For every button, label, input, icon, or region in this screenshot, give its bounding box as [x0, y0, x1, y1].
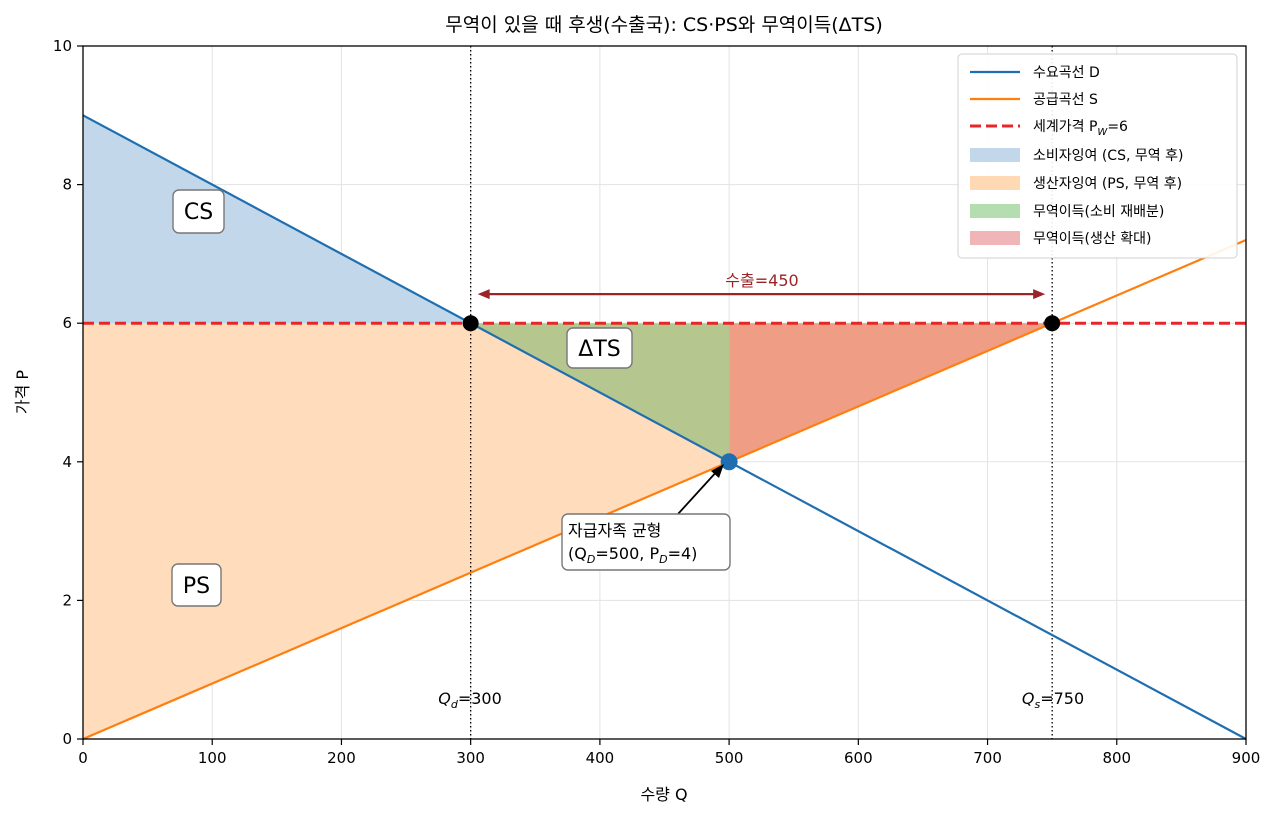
legend-swatch-gain-production: [970, 231, 1020, 245]
legend-item-cs: 소비자잉여 (CS, 무역 후): [970, 148, 1183, 164]
legend-item-ps: 생산자잉여 (PS, 무역 후): [970, 176, 1182, 192]
y-axis-label: 가격 P: [13, 370, 32, 415]
x-tick-label-0: 0: [78, 749, 88, 767]
legend-swatch-gain-consumption: [970, 204, 1020, 218]
equilibrium-points: [462, 315, 1061, 471]
point-autarky: [720, 453, 738, 471]
demand-line: [82, 114, 1247, 740]
export-arrowhead-right: [1033, 289, 1046, 300]
x-tick-label-9: 900: [1232, 749, 1261, 767]
point-qs-world: [1044, 315, 1061, 332]
legend-label-supply: 공급곡선 S: [1033, 92, 1098, 108]
surplus-areas: [83, 115, 1053, 739]
export-arrowhead-left: [477, 289, 490, 300]
dts-label-box: ΔTS: [566, 327, 633, 369]
qs-label: Qs=750: [1022, 689, 1084, 711]
x-tick-label-6: 600: [844, 749, 873, 767]
autarky-arrow-shaft: [677, 468, 720, 515]
legend-label-world-price: 세계가격 PW=6: [1033, 119, 1128, 138]
qd-label: Qd=300: [438, 689, 502, 711]
y-tick-label-5: 10: [53, 37, 72, 55]
y-tick-label-4: 8: [62, 176, 72, 194]
legend-item-gain-production: 무역이득(생산 확대): [970, 231, 1151, 247]
x-axis-label: 수량 Q: [640, 785, 687, 804]
export-arrow: [477, 289, 1046, 300]
legend-item-supply: 공급곡선 S: [970, 92, 1098, 108]
legend-label-demand: 수요곡선 D: [1033, 65, 1100, 81]
legend-item-world-price: 세계가격 PW=6: [970, 119, 1128, 138]
dts-label: ΔTS: [578, 337, 620, 362]
cs-label: CS: [184, 200, 213, 225]
autarky-label-line1: 자급자족 균형: [568, 521, 661, 540]
y-axis-ticks: 0 2 4 6 8 10: [53, 37, 83, 748]
export-label: 수출=450: [725, 271, 798, 290]
x-tick-label-2: 200: [327, 749, 356, 767]
legend-box: [957, 53, 1238, 259]
legend-item-demand: 수요곡선 D: [970, 65, 1100, 81]
x-axis-ticks: 0 100 200 300 400 500 600 700 800 900: [78, 739, 1260, 767]
axes-frame: [82, 45, 1247, 740]
legend-label-ps: 생산자잉여 (PS, 무역 후): [1033, 176, 1182, 192]
chart-title: 무역이 있을 때 후생(수출국): CS·PS와 무역이득(ΔTS): [445, 14, 882, 36]
autarky-arrowhead: [711, 464, 724, 478]
legend-swatch-ps: [970, 176, 1020, 190]
x-tick-label-4: 400: [586, 749, 615, 767]
x-tick-label-8: 800: [1102, 749, 1131, 767]
x-tick-label-5: 500: [715, 749, 744, 767]
y-tick-label-0: 0: [62, 730, 72, 748]
y-tick-label-1: 2: [62, 591, 72, 609]
point-qd-world: [462, 315, 479, 332]
ps-label: PS: [183, 574, 210, 599]
ps-label-box: PS: [171, 563, 222, 607]
autarky-label-box: 자급자족 균형 (QD=500, PD=4): [561, 513, 731, 571]
legend-swatch-cs: [970, 148, 1020, 162]
legend-label-gain-consumption: 무역이득(소비 재배분): [1033, 204, 1164, 220]
cs-label-box: CS: [172, 189, 225, 234]
autarky-label-line2: (QD=500, PD=4): [568, 544, 697, 566]
legend-label-cs: 소비자잉여 (CS, 무역 후): [1033, 148, 1183, 164]
quantity-guides: [470, 46, 1053, 739]
legend-label-gain-production: 무역이득(생산 확대): [1033, 231, 1151, 247]
plot-area: 수출=450 CS PS ΔTS 자급자족 균형 (QD=500, PD=4): [82, 45, 1247, 741]
x-tick-label-1: 100: [198, 749, 227, 767]
legend: 수요곡선 D 공급곡선 S 세계가격 PW=6 소비자잉여 (CS, 무역 후)…: [957, 53, 1238, 259]
x-tick-label-3: 300: [456, 749, 485, 767]
y-tick-label-2: 4: [62, 453, 72, 471]
x-tick-label-7: 700: [973, 749, 1002, 767]
legend-item-gain-consumption: 무역이득(소비 재배분): [970, 204, 1164, 220]
y-tick-label-3: 6: [62, 314, 72, 332]
